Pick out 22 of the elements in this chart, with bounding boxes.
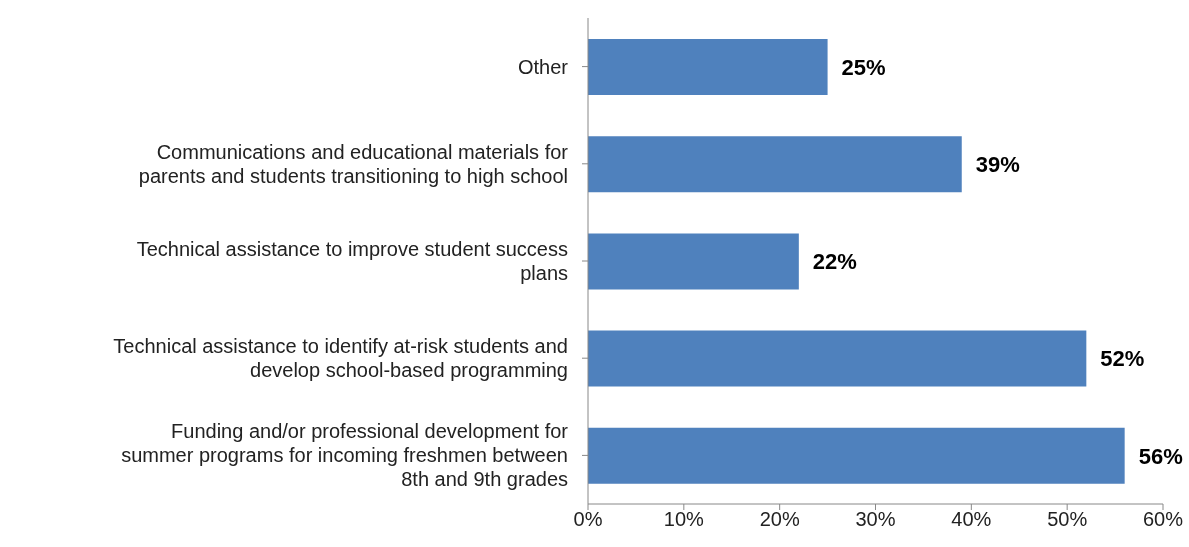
y-tick-label: Technical assistance to improve student success plans (136, 238, 568, 284)
x-tick-label: 50% (1047, 508, 1088, 531)
y-tick-label: Other (517, 55, 569, 78)
x-tick-label: 20% (759, 508, 800, 531)
x-tick-label: 10% (663, 508, 705, 531)
data-label: 52% (1100, 346, 1145, 372)
bar (588, 39, 828, 95)
bar (588, 427, 1125, 484)
bar (588, 330, 1087, 387)
y-tick-label: Funding and/or professional development for summer programs for incoming freshmen between 8th and 9th grades (121, 420, 569, 491)
x-tick-label: 40% (951, 508, 992, 531)
data-label: 22% (812, 249, 857, 275)
bar (588, 233, 799, 290)
data-label: 56% (1138, 443, 1183, 469)
x-tick-label: 0% (573, 508, 603, 531)
y-tick-label: Communications and educational materials for parents and students transitioning to high school (138, 140, 569, 187)
y-tick-label: Technical assistance to identify at-risk students and develop school-based programming (113, 335, 568, 382)
data-label: 25% (841, 54, 886, 80)
x-tick-label: 30% (855, 508, 896, 531)
data-label: 39% (975, 152, 1020, 178)
bar (588, 136, 962, 193)
x-tick-label: 60% (1142, 508, 1184, 531)
